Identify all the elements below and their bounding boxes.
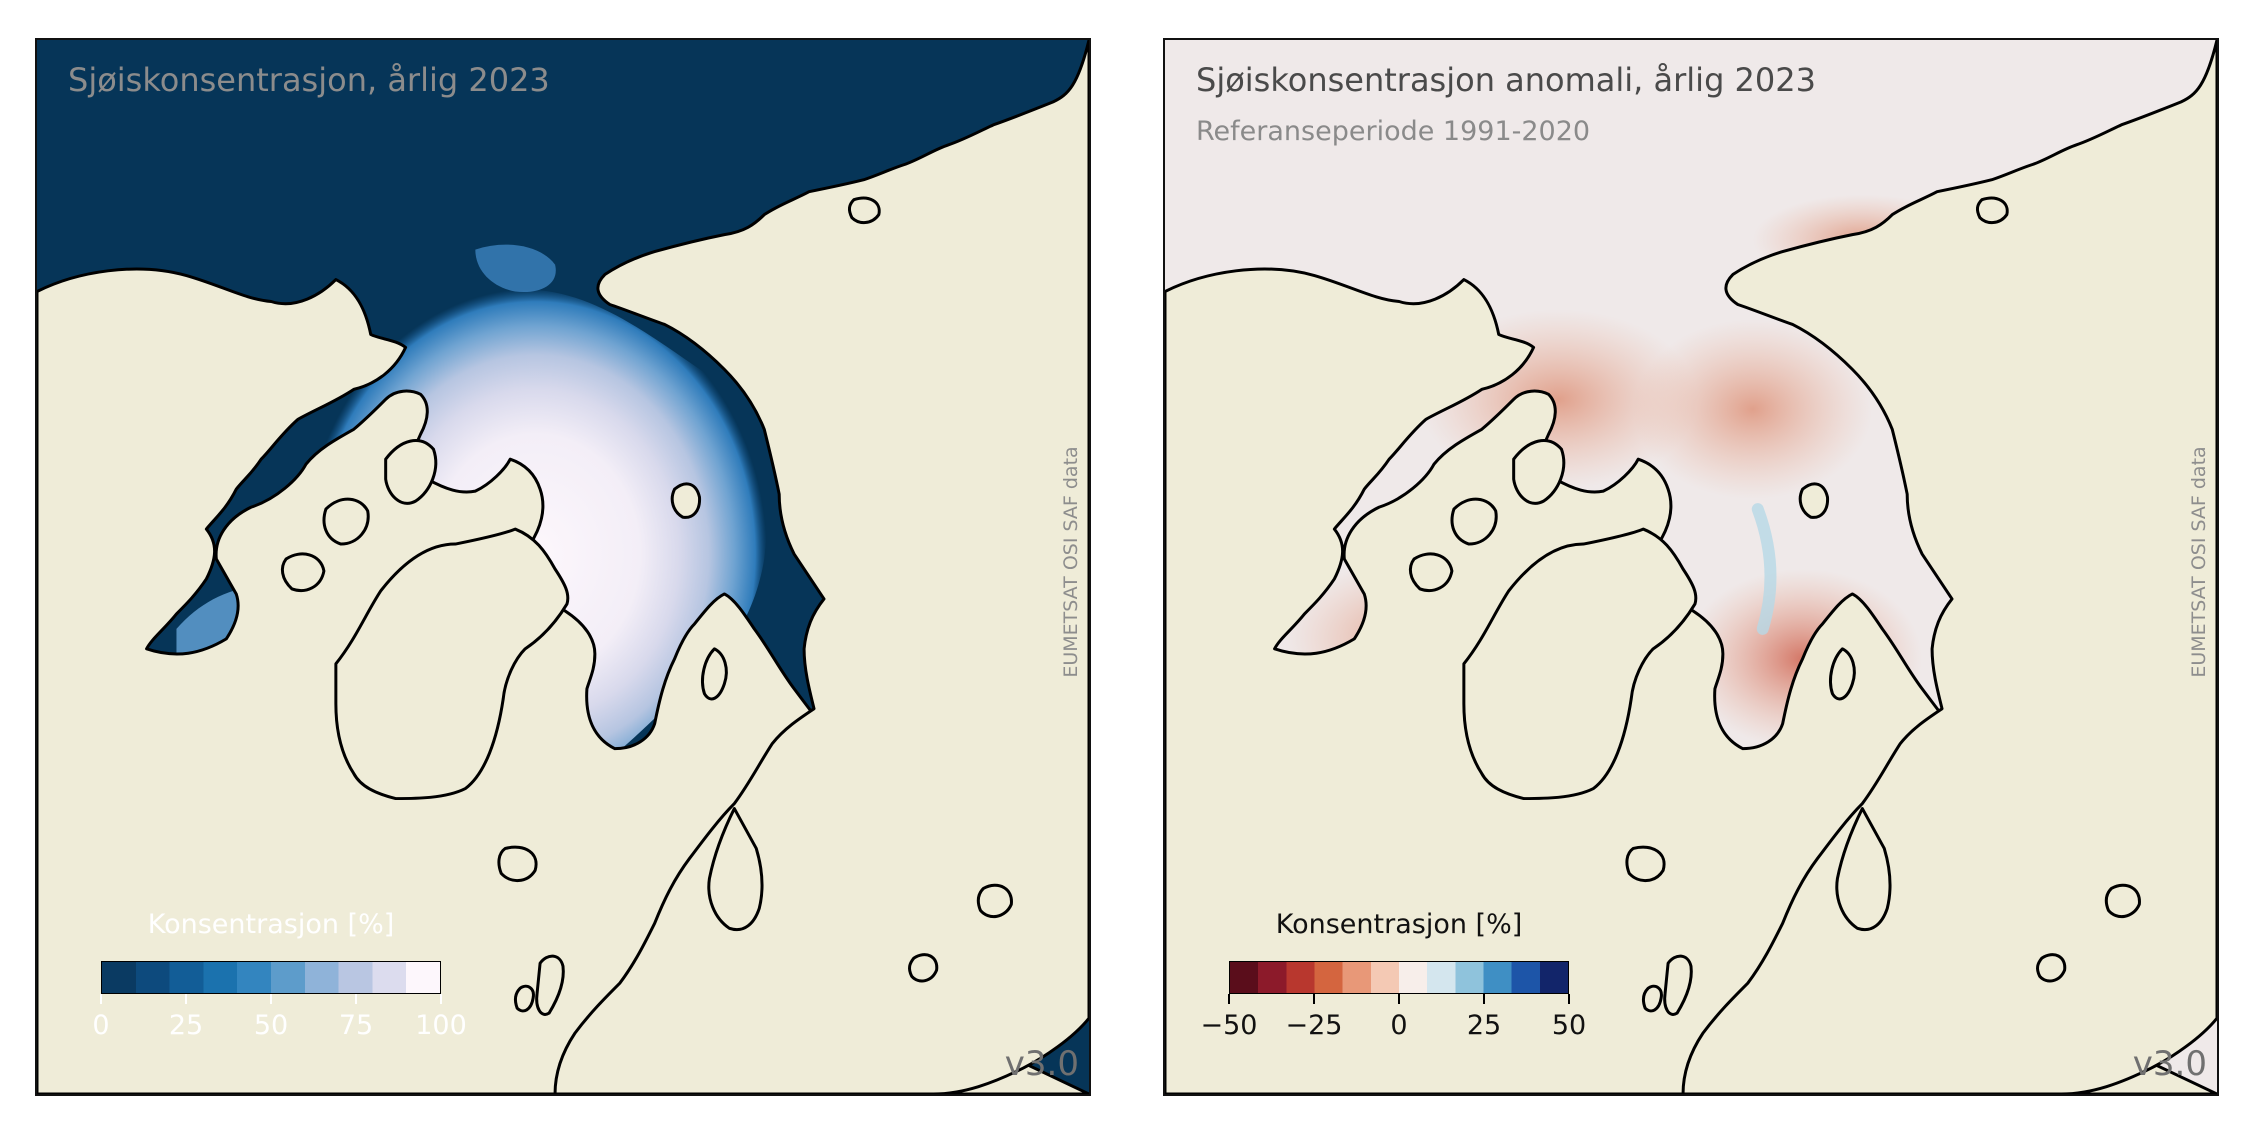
version-label: v3.0 — [1004, 1044, 1079, 1084]
colorbar-tick — [270, 994, 272, 1004]
colorbar-tick — [440, 994, 442, 1004]
map-title: Sjøiskonsentrasjon anomali, årlig 2023 — [1196, 61, 1816, 99]
data-credit: EUMETSAT OSI SAF data — [1060, 446, 1082, 678]
colorbar-tick — [1228, 994, 1230, 1004]
anomaly-map — [1165, 40, 2217, 1094]
colorbar-label: Konsentrasjon [%] — [147, 909, 395, 940]
colorbar-tick-label: 25 — [168, 1010, 204, 1041]
colorbar-tick — [1483, 994, 1485, 1004]
version-label: v3.0 — [2132, 1044, 2207, 1084]
colorbar — [1229, 961, 1569, 994]
colorbar-tick-label: 25 — [1466, 1010, 1502, 1041]
colorbar-tick — [1568, 994, 1570, 1004]
concentration-map-panel: Sjøiskonsentrasjon, årlig 2023 EUMETSAT … — [35, 38, 1091, 1096]
colorbar-tick-label: 50 — [1551, 1010, 1587, 1041]
colorbar-tick — [355, 994, 357, 1004]
colorbar-tick — [1398, 994, 1400, 1004]
map-title: Sjøiskonsentrasjon, årlig 2023 — [68, 61, 550, 99]
anomaly-positive-band — [1751, 503, 1777, 635]
data-credit: EUMETSAT OSI SAF data — [2188, 446, 2210, 678]
colorbar-tick-label: 0 — [1390, 1010, 1408, 1041]
colorbar-tick-label: 75 — [338, 1010, 374, 1041]
colorbar-tick-label: 50 — [253, 1010, 289, 1041]
anomaly-negative-area — [1633, 319, 1873, 500]
colorbar-tick — [100, 994, 102, 1004]
colorbar-tick-label: −25 — [1285, 1010, 1343, 1041]
colorbar-label: Konsentrasjon [%] — [1275, 909, 1523, 940]
colorbar-tick-label: 100 — [415, 1010, 467, 1041]
sea-ice-bering — [475, 244, 556, 293]
map-subtitle: Referanseperiode 1991-2020 — [1196, 116, 1591, 147]
colorbar-tick — [185, 994, 187, 1004]
colorbar-tick-label: 0 — [92, 1010, 110, 1041]
colorbar — [101, 961, 441, 994]
concentration-map — [37, 40, 1089, 1094]
colorbar-tick — [1313, 994, 1315, 1004]
colorbar-tick-label: −50 — [1200, 1010, 1258, 1041]
anomaly-map-panel: Sjøiskonsentrasjon anomali, årlig 2023 R… — [1163, 38, 2219, 1096]
